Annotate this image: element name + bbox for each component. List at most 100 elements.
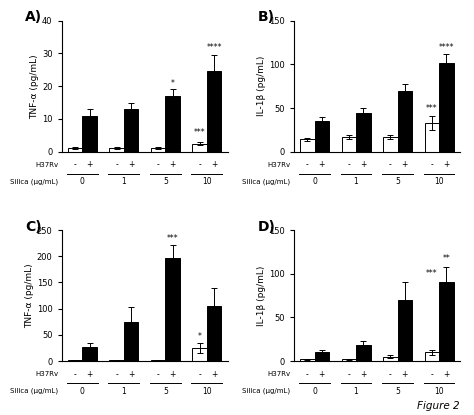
Bar <box>192 348 207 361</box>
Y-axis label: TNF-α (pg/mL): TNF-α (pg/mL) <box>25 263 34 328</box>
Text: 10: 10 <box>202 177 211 186</box>
Bar <box>207 71 221 152</box>
Text: -: - <box>430 160 433 169</box>
Text: +: + <box>360 160 366 169</box>
Text: 1: 1 <box>354 177 358 186</box>
Bar <box>165 258 180 361</box>
Text: +: + <box>128 370 134 378</box>
Text: +: + <box>319 370 325 378</box>
Text: -: - <box>74 160 76 169</box>
Bar <box>383 137 398 152</box>
Bar <box>151 360 165 361</box>
Y-axis label: IL-1β (pg/mL): IL-1β (pg/mL) <box>257 56 266 117</box>
Bar <box>300 139 315 152</box>
Text: Silica (μg/mL): Silica (μg/mL) <box>242 388 291 394</box>
Bar <box>356 113 371 152</box>
Text: C): C) <box>25 220 42 234</box>
Text: 1: 1 <box>121 387 126 395</box>
Bar <box>300 359 315 361</box>
Text: H37Rv: H37Rv <box>35 371 58 377</box>
Text: -: - <box>430 370 433 378</box>
Text: -: - <box>157 370 159 378</box>
Text: D): D) <box>257 220 275 234</box>
Text: H37Rv: H37Rv <box>35 162 58 168</box>
Text: +: + <box>169 160 176 169</box>
Bar <box>398 91 412 152</box>
Bar <box>82 347 97 361</box>
Text: +: + <box>211 370 217 378</box>
Bar <box>342 359 356 361</box>
Text: -: - <box>389 370 392 378</box>
Text: -: - <box>74 370 76 378</box>
Bar <box>398 300 412 361</box>
Text: -: - <box>115 160 118 169</box>
Bar <box>124 109 138 152</box>
Text: +: + <box>86 160 93 169</box>
Text: -: - <box>115 370 118 378</box>
Bar <box>109 149 124 152</box>
Text: -: - <box>389 160 392 169</box>
Text: Silica (μg/mL): Silica (μg/mL) <box>10 178 58 185</box>
Text: 0: 0 <box>80 177 85 186</box>
Text: 1: 1 <box>354 387 358 395</box>
Text: 5: 5 <box>163 177 168 186</box>
Text: -: - <box>306 160 309 169</box>
Y-axis label: IL-1β (pg/mL): IL-1β (pg/mL) <box>257 265 266 326</box>
Text: +: + <box>443 370 449 378</box>
Text: ***: *** <box>426 104 438 113</box>
Text: +: + <box>401 160 408 169</box>
Text: ***: *** <box>426 269 438 278</box>
Text: +: + <box>319 160 325 169</box>
Text: +: + <box>443 160 449 169</box>
Bar <box>356 345 371 361</box>
Bar <box>109 360 124 361</box>
Bar <box>68 360 82 361</box>
Text: +: + <box>86 370 93 378</box>
Bar <box>82 116 97 152</box>
Text: A): A) <box>25 10 42 24</box>
Bar <box>425 352 439 361</box>
Bar <box>439 283 454 361</box>
Y-axis label: TNF-α (pg/mL): TNF-α (pg/mL) <box>30 54 39 119</box>
Text: 10: 10 <box>434 387 444 395</box>
Text: H37Rv: H37Rv <box>267 371 291 377</box>
Bar <box>342 137 356 152</box>
Text: +: + <box>211 160 217 169</box>
Bar <box>207 306 221 361</box>
Bar <box>439 63 454 152</box>
Text: B): B) <box>257 10 274 24</box>
Text: -: - <box>157 160 159 169</box>
Bar <box>124 322 138 361</box>
Text: -: - <box>347 370 350 378</box>
Text: **: ** <box>442 254 450 263</box>
Text: 5: 5 <box>163 387 168 395</box>
Text: ****: **** <box>206 43 222 52</box>
Text: -: - <box>198 160 201 169</box>
Text: +: + <box>401 370 408 378</box>
Bar <box>425 123 439 152</box>
Text: ***: *** <box>194 128 205 137</box>
Bar <box>383 356 398 361</box>
Text: +: + <box>360 370 366 378</box>
Text: 5: 5 <box>395 177 400 186</box>
Text: *: * <box>198 332 201 341</box>
Text: 0: 0 <box>80 387 85 395</box>
Text: ****: **** <box>438 43 454 52</box>
Text: -: - <box>198 370 201 378</box>
Bar <box>315 352 329 361</box>
Text: -: - <box>306 370 309 378</box>
Text: 5: 5 <box>395 387 400 395</box>
Text: +: + <box>169 370 176 378</box>
Text: H37Rv: H37Rv <box>267 162 291 168</box>
Text: 0: 0 <box>312 177 317 186</box>
Bar <box>151 149 165 152</box>
Bar <box>165 96 180 152</box>
Text: Figure 2: Figure 2 <box>417 401 460 411</box>
Text: Silica (μg/mL): Silica (μg/mL) <box>10 388 58 394</box>
Bar <box>192 144 207 152</box>
Text: -: - <box>347 160 350 169</box>
Bar <box>315 121 329 152</box>
Bar <box>68 149 82 152</box>
Text: 1: 1 <box>121 177 126 186</box>
Text: +: + <box>128 160 134 169</box>
